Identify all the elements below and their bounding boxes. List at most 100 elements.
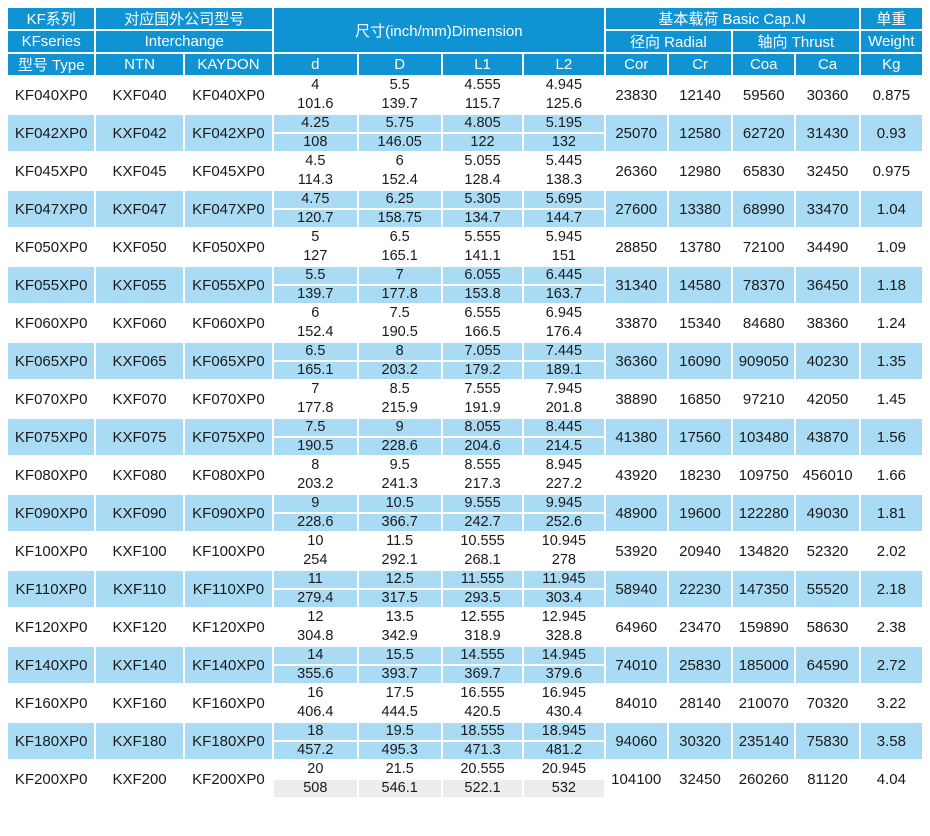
dim-d-mm-cell: 254 bbox=[274, 552, 357, 569]
dim-L1-inch-cell: 20.555 bbox=[442, 761, 523, 778]
dim-d-inch-cell: 14 bbox=[274, 647, 357, 664]
dim-L2-mm-cell: 278 bbox=[524, 552, 604, 569]
dim-L2-inch-cell: 7.445 bbox=[524, 343, 604, 360]
weight-cell: 1.56 bbox=[860, 419, 922, 455]
dim-d-inch-cell: 10 bbox=[274, 533, 357, 550]
dim-L1-inch-cell: 4.805 bbox=[442, 115, 523, 132]
ca-cell: 75830 bbox=[796, 723, 859, 759]
dim-d-mm-cell: 114.3 bbox=[274, 172, 357, 189]
weight-cell: 0.975 bbox=[860, 153, 922, 189]
dim-L2-mm-cell: 532 bbox=[524, 780, 604, 797]
table-row: KF140XP0 KXF140 KF140XP0 14 15.5 14.555 … bbox=[8, 647, 922, 683]
table-row-mm: 203.2 241.3 217.3 227.2 bbox=[8, 476, 922, 493]
dim-D-inch-cell: 6.25 bbox=[358, 191, 441, 208]
ca-cell: 55520 bbox=[796, 571, 859, 607]
dim-L1-mm-cell: 115.7 bbox=[442, 96, 523, 113]
ca-cell: 58630 bbox=[796, 609, 859, 645]
table-row-mm: 355.6 393.7 369.7 379.6 bbox=[8, 666, 922, 683]
dim-L1-inch-cell: 9.555 bbox=[442, 495, 523, 512]
cr-cell: 12580 bbox=[668, 115, 732, 151]
table-row: KF065XP0 KXF065 KF065XP0 6.5 8 7.055 7.4… bbox=[8, 343, 922, 379]
dim-L1-mm-cell: 471.3 bbox=[442, 742, 523, 759]
dim-L2-mm-cell: 214.5 bbox=[524, 438, 604, 455]
page: KF系列 对应国外公司型号 尺寸(inch/mm)Dimension 基本载荷 … bbox=[8, 8, 922, 797]
dim-L1-mm-cell: 242.7 bbox=[442, 514, 523, 531]
table-row: KF120XP0 KXF120 KF120XP0 12 13.5 12.555 … bbox=[8, 609, 922, 645]
cor-cell: 58940 bbox=[605, 571, 667, 607]
table-row-mm: 108 146.05 122 132 bbox=[8, 134, 922, 151]
coa-cell: 185000 bbox=[733, 647, 795, 683]
coa-cell: 122280 bbox=[733, 495, 795, 531]
dim-L2-mm-cell: 144.7 bbox=[524, 210, 604, 227]
dim-L1-inch-cell: 12.555 bbox=[442, 609, 523, 626]
ntn-cell: KXF110 bbox=[96, 571, 183, 607]
cor-cell: 64960 bbox=[605, 609, 667, 645]
dim-D-mm-cell: 152.4 bbox=[358, 172, 441, 189]
dim-L2-mm-cell: 132 bbox=[524, 134, 604, 151]
coa-cell: 62720 bbox=[733, 115, 795, 151]
header-dimension-title: 尺寸(inch/mm)Dimension bbox=[274, 8, 604, 52]
model-cell: KF040XP0 bbox=[8, 77, 95, 113]
table-row-mm: 304.8 342.9 318.9 328.8 bbox=[8, 628, 922, 645]
cr-cell: 17560 bbox=[668, 419, 732, 455]
dim-d-inch-cell: 5 bbox=[274, 229, 357, 246]
dim-D-inch-cell: 12.5 bbox=[358, 571, 441, 588]
dim-d-inch-cell: 12 bbox=[274, 609, 357, 626]
header-col-L2: L2 bbox=[524, 54, 604, 75]
weight-cell: 1.35 bbox=[860, 343, 922, 379]
dim-L2-mm-cell: 252.6 bbox=[524, 514, 604, 531]
cr-cell: 16090 bbox=[668, 343, 732, 379]
dim-L1-mm-cell: 293.5 bbox=[442, 590, 523, 607]
model-cell: KF042XP0 bbox=[8, 115, 95, 151]
dim-L2-mm-cell: 227.2 bbox=[524, 476, 604, 493]
table-row-mm: 139.7 177.8 153.8 163.7 bbox=[8, 286, 922, 303]
table-row: KF180XP0 KXF180 KF180XP0 18 19.5 18.555 … bbox=[8, 723, 922, 759]
table-row: KF042XP0 KXF042 KF042XP0 4.25 5.75 4.805… bbox=[8, 115, 922, 151]
ca-cell: 70320 bbox=[796, 685, 859, 721]
coa-cell: 68990 bbox=[733, 191, 795, 227]
table-row-mm: 114.3 152.4 128.4 138.3 bbox=[8, 172, 922, 189]
cor-cell: 28850 bbox=[605, 229, 667, 265]
ca-cell: 30360 bbox=[796, 77, 859, 113]
model-cell: KF120XP0 bbox=[8, 609, 95, 645]
ca-cell: 33470 bbox=[796, 191, 859, 227]
dim-d-inch-cell: 7 bbox=[274, 381, 357, 398]
dim-L1-inch-cell: 10.555 bbox=[442, 533, 523, 550]
ntn-cell: KXF160 bbox=[96, 685, 183, 721]
dim-L1-inch-cell: 6.055 bbox=[442, 267, 523, 284]
dim-D-inch-cell: 19.5 bbox=[358, 723, 441, 740]
dim-L1-inch-cell: 8.055 bbox=[442, 419, 523, 436]
table-row: KF110XP0 KXF110 KF110XP0 11 12.5 11.555 … bbox=[8, 571, 922, 607]
table-row: KF045XP0 KXF045 KF045XP0 4.5 6 5.055 5.4… bbox=[8, 153, 922, 189]
dim-L1-mm-cell: 522.1 bbox=[442, 780, 523, 797]
cr-cell: 13380 bbox=[668, 191, 732, 227]
dim-D-inch-cell: 11.5 bbox=[358, 533, 441, 550]
dim-D-inch-cell: 6.5 bbox=[358, 229, 441, 246]
weight-cell: 2.38 bbox=[860, 609, 922, 645]
ntn-cell: KXF200 bbox=[96, 761, 183, 797]
table-row-mm: 508 546.1 522.1 532 bbox=[8, 780, 922, 797]
cor-cell: 94060 bbox=[605, 723, 667, 759]
coa-cell: 84680 bbox=[733, 305, 795, 341]
dim-L1-inch-cell: 8.555 bbox=[442, 457, 523, 474]
dim-L1-mm-cell: 128.4 bbox=[442, 172, 523, 189]
weight-cell: 1.66 bbox=[860, 457, 922, 493]
ca-cell: 49030 bbox=[796, 495, 859, 531]
weight-cell: 0.875 bbox=[860, 77, 922, 113]
dim-D-mm-cell: 241.3 bbox=[358, 476, 441, 493]
model-cell: KF180XP0 bbox=[8, 723, 95, 759]
weight-cell: 1.09 bbox=[860, 229, 922, 265]
weight-cell: 3.58 bbox=[860, 723, 922, 759]
dim-L1-inch-cell: 7.055 bbox=[442, 343, 523, 360]
cor-cell: 26360 bbox=[605, 153, 667, 189]
dim-L1-mm-cell: 134.7 bbox=[442, 210, 523, 227]
dim-d-mm-cell: 165.1 bbox=[274, 362, 357, 379]
ca-cell: 456010 bbox=[796, 457, 859, 493]
header-col-D: D bbox=[358, 54, 441, 75]
dim-L2-inch-cell: 5.195 bbox=[524, 115, 604, 132]
table-row: KF047XP0 KXF047 KF047XP0 4.75 6.25 5.305… bbox=[8, 191, 922, 227]
dim-L2-inch-cell: 20.945 bbox=[524, 761, 604, 778]
dim-L1-inch-cell: 4.555 bbox=[442, 77, 523, 94]
kaydon-cell: KF110XP0 bbox=[184, 571, 273, 607]
dim-D-mm-cell: 165.1 bbox=[358, 248, 441, 265]
